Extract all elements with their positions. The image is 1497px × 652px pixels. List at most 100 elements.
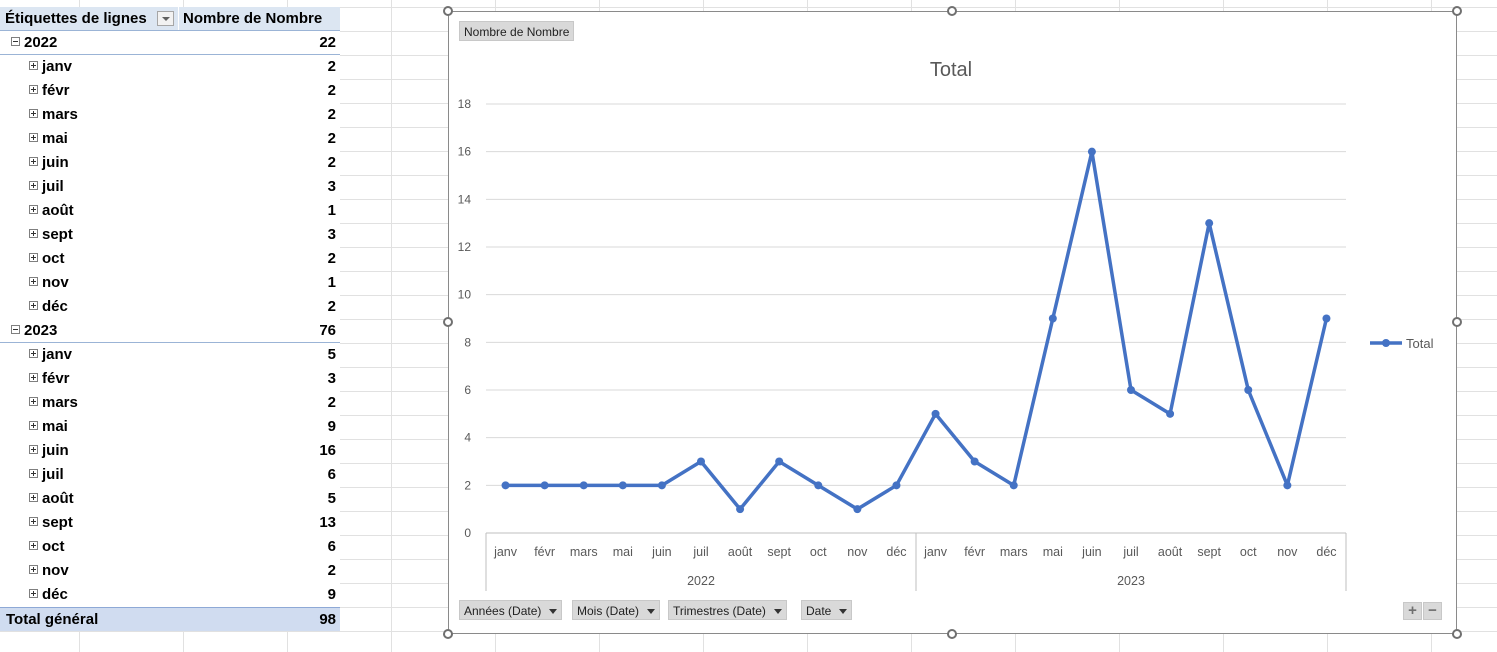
pivot-month-row[interactable]: janv 5 [0,343,340,367]
data-point[interactable] [1166,409,1175,418]
data-point[interactable] [1283,481,1292,490]
resize-handle-bottom-left[interactable] [443,629,453,639]
expand-icon[interactable] [29,469,38,478]
collapse-field-button[interactable]: − [1423,602,1442,620]
months-field-button[interactable]: Mois (Date) [572,600,661,620]
pivot-year-row[interactable]: 2023 76 [0,319,340,343]
expand-icon[interactable] [29,349,38,358]
pivot-month-row[interactable]: mars 2 [0,391,340,415]
data-point[interactable] [1087,147,1096,156]
pivot-month-row[interactable]: déc 2 [0,295,340,319]
quarters-field-button[interactable]: Trimestres (Date) [668,600,787,620]
resize-handle-left[interactable] [443,317,453,327]
pivot-month-row[interactable]: déc 9 [0,583,340,607]
pivot-month-row[interactable]: sept 13 [0,511,340,535]
resize-handle-bottom[interactable] [947,629,957,639]
pivot-month-row[interactable]: juil 3 [0,175,340,199]
data-point[interactable] [775,457,784,466]
pivot-year-row[interactable]: 2022 22 [0,31,340,55]
pivot-month-row[interactable]: oct 2 [0,247,340,271]
resize-handle-top-left[interactable] [443,6,453,16]
data-point[interactable] [657,481,666,490]
row-label: sept [42,226,73,243]
expand-icon[interactable] [29,157,38,166]
expand-icon[interactable] [29,589,38,598]
data-point[interactable] [1127,386,1135,394]
data-point[interactable] [931,409,940,418]
resize-handle-top-right[interactable] [1452,6,1462,16]
grand-total-row[interactable]: Total général 98 [0,607,340,631]
expand-icon[interactable] [29,181,38,190]
row-label: déc [42,298,68,315]
data-point[interactable] [814,481,823,490]
data-point[interactable] [1205,219,1214,228]
pivot-month-row[interactable]: juin 16 [0,439,340,463]
expand-icon[interactable] [29,229,38,238]
pivot-month-row[interactable]: janv 2 [0,55,340,79]
data-point[interactable] [853,505,862,514]
collapse-icon[interactable] [11,325,20,334]
expand-field-button[interactable]: + [1403,602,1422,620]
data-point[interactable] [1048,314,1057,323]
expand-icon[interactable] [29,541,38,550]
years-field-button[interactable]: Années (Date) [459,600,563,620]
data-point[interactable] [1244,386,1253,394]
pivot-month-row[interactable]: oct 6 [0,535,340,559]
resize-handle-bottom-right[interactable] [1452,629,1462,639]
collapse-icon[interactable] [11,37,20,46]
value-field-header[interactable]: Nombre de Nombre [183,10,323,27]
expand-icon[interactable] [29,445,38,454]
pivot-month-row[interactable]: févr 2 [0,79,340,103]
resize-handle-right[interactable] [1452,317,1462,327]
y-tick-label: 6 [464,383,471,397]
pivot-chart[interactable]: Nombre de Nombre Total 0 2 4 6 8 10 12 14 16 18 ja… [448,11,1457,634]
expand-icon[interactable] [29,61,38,70]
expand-icon[interactable] [29,109,38,118]
expand-icon[interactable] [29,85,38,94]
expand-icon[interactable] [29,277,38,286]
y-tick-label: 8 [464,335,471,349]
pivot-month-row[interactable]: sept 3 [0,223,340,247]
pivot-month-row[interactable]: févr 3 [0,367,340,391]
expand-icon[interactable] [29,565,38,574]
expand-icon[interactable] [29,253,38,262]
value-field-button[interactable]: Nombre de Nombre [459,21,575,41]
pivot-month-row[interactable]: août 1 [0,199,340,223]
pivot-month-row[interactable]: juil 6 [0,463,340,487]
expand-icon[interactable] [29,205,38,214]
data-point[interactable] [579,481,588,490]
chart-legend[interactable]: Total [1370,336,1434,351]
pivot-month-row[interactable]: mars 2 [0,103,340,127]
expand-icon[interactable] [29,133,38,142]
date-field-button[interactable]: Date [801,600,853,620]
pivot-month-row[interactable]: nov 1 [0,271,340,295]
data-point[interactable] [540,481,549,490]
chart-title[interactable]: Total [930,59,972,81]
expand-icon[interactable] [29,421,38,430]
y-tick-label: 14 [458,192,472,206]
series-line-total[interactable] [505,149,1329,511]
x-tick-label: août [1158,545,1183,559]
pivot-month-row[interactable]: août 5 [0,487,340,511]
expand-icon[interactable] [29,517,38,526]
data-point[interactable] [1009,481,1018,490]
data-point[interactable] [892,481,901,490]
row-labels-filter-button[interactable] [157,11,174,26]
data-point[interactable] [501,481,510,490]
row-labels-header[interactable]: Étiquettes de lignes [5,10,147,27]
pivot-month-row[interactable]: juin 2 [0,151,340,175]
chart-series[interactable] [501,147,1331,514]
data-point[interactable] [1322,314,1331,323]
expand-icon[interactable] [29,301,38,310]
expand-icon[interactable] [29,373,38,382]
pivot-month-row[interactable]: mai 9 [0,415,340,439]
pivot-month-row[interactable]: nov 2 [0,559,340,583]
data-point[interactable] [736,505,745,514]
expand-icon[interactable] [29,397,38,406]
expand-icon[interactable] [29,493,38,502]
pivot-month-row[interactable]: mai 2 [0,127,340,151]
data-point[interactable] [618,481,627,490]
data-point[interactable] [697,457,705,466]
resize-handle-top[interactable] [947,6,957,16]
data-point[interactable] [970,457,979,466]
